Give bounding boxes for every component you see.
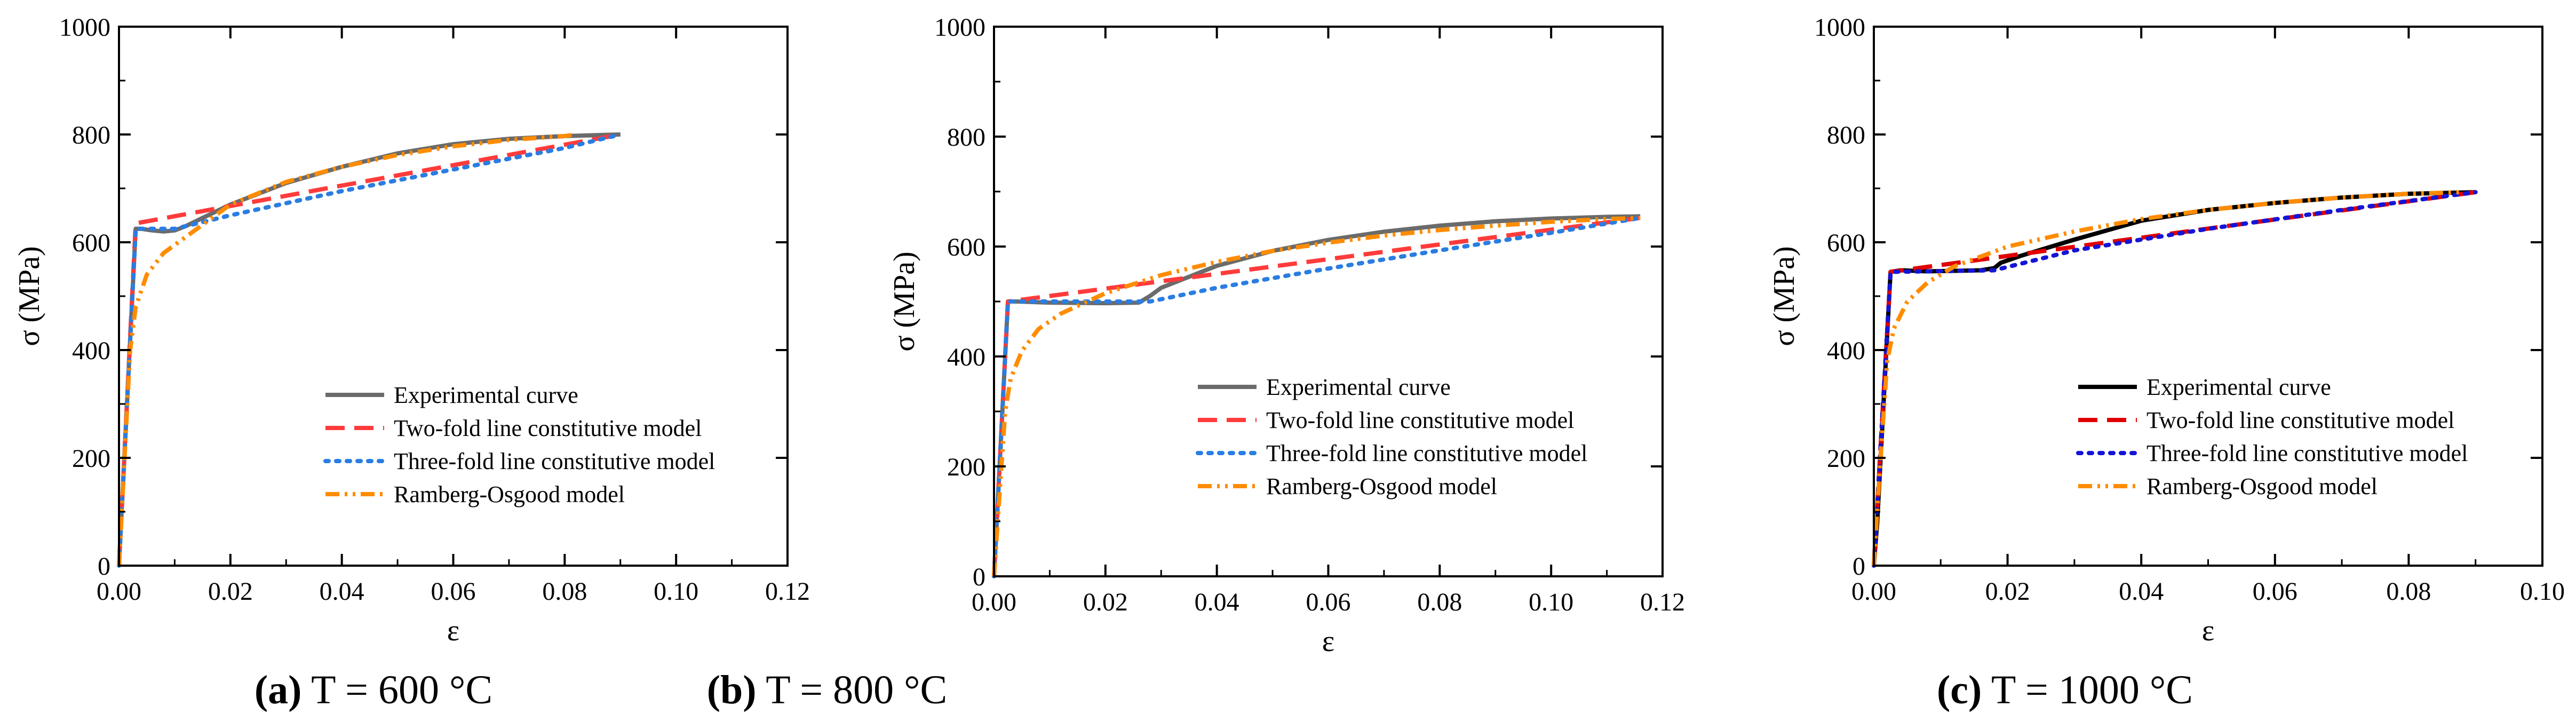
y-axis-label: σ (MPa) bbox=[1768, 246, 1801, 346]
series-line-4 bbox=[1872, 190, 2462, 566]
y-tick-label: 400 bbox=[1827, 337, 1865, 365]
x-axis-label: ε bbox=[2202, 614, 2215, 647]
x-tick-label: 0.02 bbox=[208, 577, 253, 606]
legend-label-4: Ramberg-Osgood model bbox=[1266, 473, 1497, 499]
y-tick-label: 800 bbox=[72, 121, 110, 149]
x-tick-label: 0.12 bbox=[765, 577, 810, 606]
panel-caption: (c) T = 1000 °C bbox=[1937, 668, 2193, 712]
legend-label-4: Ramberg-Osgood model bbox=[2146, 473, 2378, 499]
y-tick-label: 200 bbox=[947, 453, 985, 481]
y-tick-label: 0 bbox=[973, 563, 985, 591]
series-line-3 bbox=[1872, 190, 2478, 568]
series-line-3 bbox=[117, 132, 623, 568]
y-tick-label: 1000 bbox=[1814, 13, 1865, 42]
x-tick-label: 0.02 bbox=[1083, 588, 1128, 616]
legend-label-3: Three-fold line constitutive model bbox=[1266, 440, 1587, 466]
caption-temperature: T = 600 °C bbox=[302, 668, 493, 712]
legend-label-2: Two-fold line constitutive model bbox=[394, 415, 702, 441]
chart-panel-1: 0.00 0.02 0.04 0.06 0.08 0.10 0.12 0 200 400 600 80… bbox=[707, 13, 1685, 712]
x-tick-label: 0.04 bbox=[1195, 588, 1239, 616]
legend: Experimental curve Two-fold line constitu… bbox=[2076, 374, 2468, 499]
y-tick-label: 200 bbox=[72, 445, 110, 473]
chart-panel-0: 0.00 0.02 0.04 0.06 0.08 0.10 0.12 0 200 400 600 80… bbox=[13, 13, 810, 712]
x-tick-label: 0.10 bbox=[1529, 588, 1573, 616]
series-line-2 bbox=[117, 132, 621, 566]
y-axis-label: σ (MPa) bbox=[13, 246, 46, 346]
legend-label-2: Two-fold line constitutive model bbox=[2146, 407, 2454, 433]
series-line-1 bbox=[992, 214, 1641, 577]
legend-label-4: Ramberg-Osgood model bbox=[394, 481, 625, 507]
y-tick-label: 600 bbox=[72, 229, 110, 257]
legend: Experimental curve Two-fold line constitu… bbox=[1196, 374, 1587, 499]
legend: Experimental curve Two-fold line constitu… bbox=[323, 382, 715, 507]
x-tick-label: 0.00 bbox=[1851, 577, 1896, 606]
x-tick-label: 0.00 bbox=[972, 588, 1016, 616]
x-tick-label: 0.12 bbox=[1640, 588, 1685, 616]
panel-caption: (b) T = 800 °C bbox=[707, 668, 948, 712]
legend-label-1: Experimental curve bbox=[394, 382, 578, 408]
x-tick-label: 0.04 bbox=[320, 577, 364, 606]
x-axis-label: ε bbox=[1322, 625, 1335, 658]
y-tick-label: 800 bbox=[947, 123, 985, 152]
x-tick-label: 0.10 bbox=[2520, 577, 2565, 606]
x-tick-label: 0.08 bbox=[1417, 588, 1462, 616]
x-tick-label: 0.06 bbox=[1306, 588, 1351, 616]
y-tick-label: 0 bbox=[98, 552, 110, 581]
y-tick-label: 600 bbox=[947, 233, 985, 261]
y-axis-label: σ (MPa) bbox=[888, 251, 921, 351]
y-tick-label: 800 bbox=[1827, 121, 1865, 149]
y-tick-label: 600 bbox=[1827, 229, 1865, 257]
chart-panel-2: 0.00 0.02 0.04 0.06 0.08 0.10 0 200 400 600 800 100… bbox=[1768, 13, 2565, 712]
caption-letter: (a) bbox=[255, 668, 302, 712]
x-tick-label: 0.08 bbox=[2386, 577, 2431, 606]
y-tick-label: 1000 bbox=[934, 13, 985, 42]
x-tick-label: 0.08 bbox=[542, 577, 587, 606]
legend-label-3: Three-fold line constitutive model bbox=[394, 448, 715, 474]
y-tick-label: 0 bbox=[1853, 552, 1865, 581]
x-tick-label: 0.00 bbox=[97, 577, 141, 606]
y-tick-label: 1000 bbox=[59, 13, 110, 42]
x-tick-label: 0.04 bbox=[2119, 577, 2164, 606]
x-tick-label: 0.02 bbox=[1985, 577, 2030, 606]
series-line-3 bbox=[992, 216, 1643, 578]
legend-label-3: Three-fold line constitutive model bbox=[2146, 440, 2468, 466]
series-line-4 bbox=[117, 132, 576, 566]
legend-label-1: Experimental curve bbox=[2146, 374, 2331, 400]
x-tick-label: 0.06 bbox=[2253, 577, 2297, 606]
y-tick-label: 200 bbox=[1827, 445, 1865, 473]
y-tick-label: 400 bbox=[72, 337, 110, 365]
x-tick-label: 0.06 bbox=[431, 577, 476, 606]
x-axis-label: ε bbox=[447, 614, 460, 647]
caption-letter: (b) bbox=[707, 668, 757, 712]
legend-label-2: Two-fold line constitutive model bbox=[1266, 407, 1574, 433]
caption-letter: (c) bbox=[1937, 668, 1982, 712]
caption-temperature: T = 800 °C bbox=[757, 668, 948, 712]
x-tick-label: 0.10 bbox=[654, 577, 698, 606]
legend-label-1: Experimental curve bbox=[1266, 374, 1451, 400]
y-tick-label: 400 bbox=[947, 343, 985, 371]
panel-caption: (a) T = 600 °C bbox=[255, 668, 492, 712]
caption-temperature: T = 1000 °C bbox=[1982, 668, 2193, 712]
